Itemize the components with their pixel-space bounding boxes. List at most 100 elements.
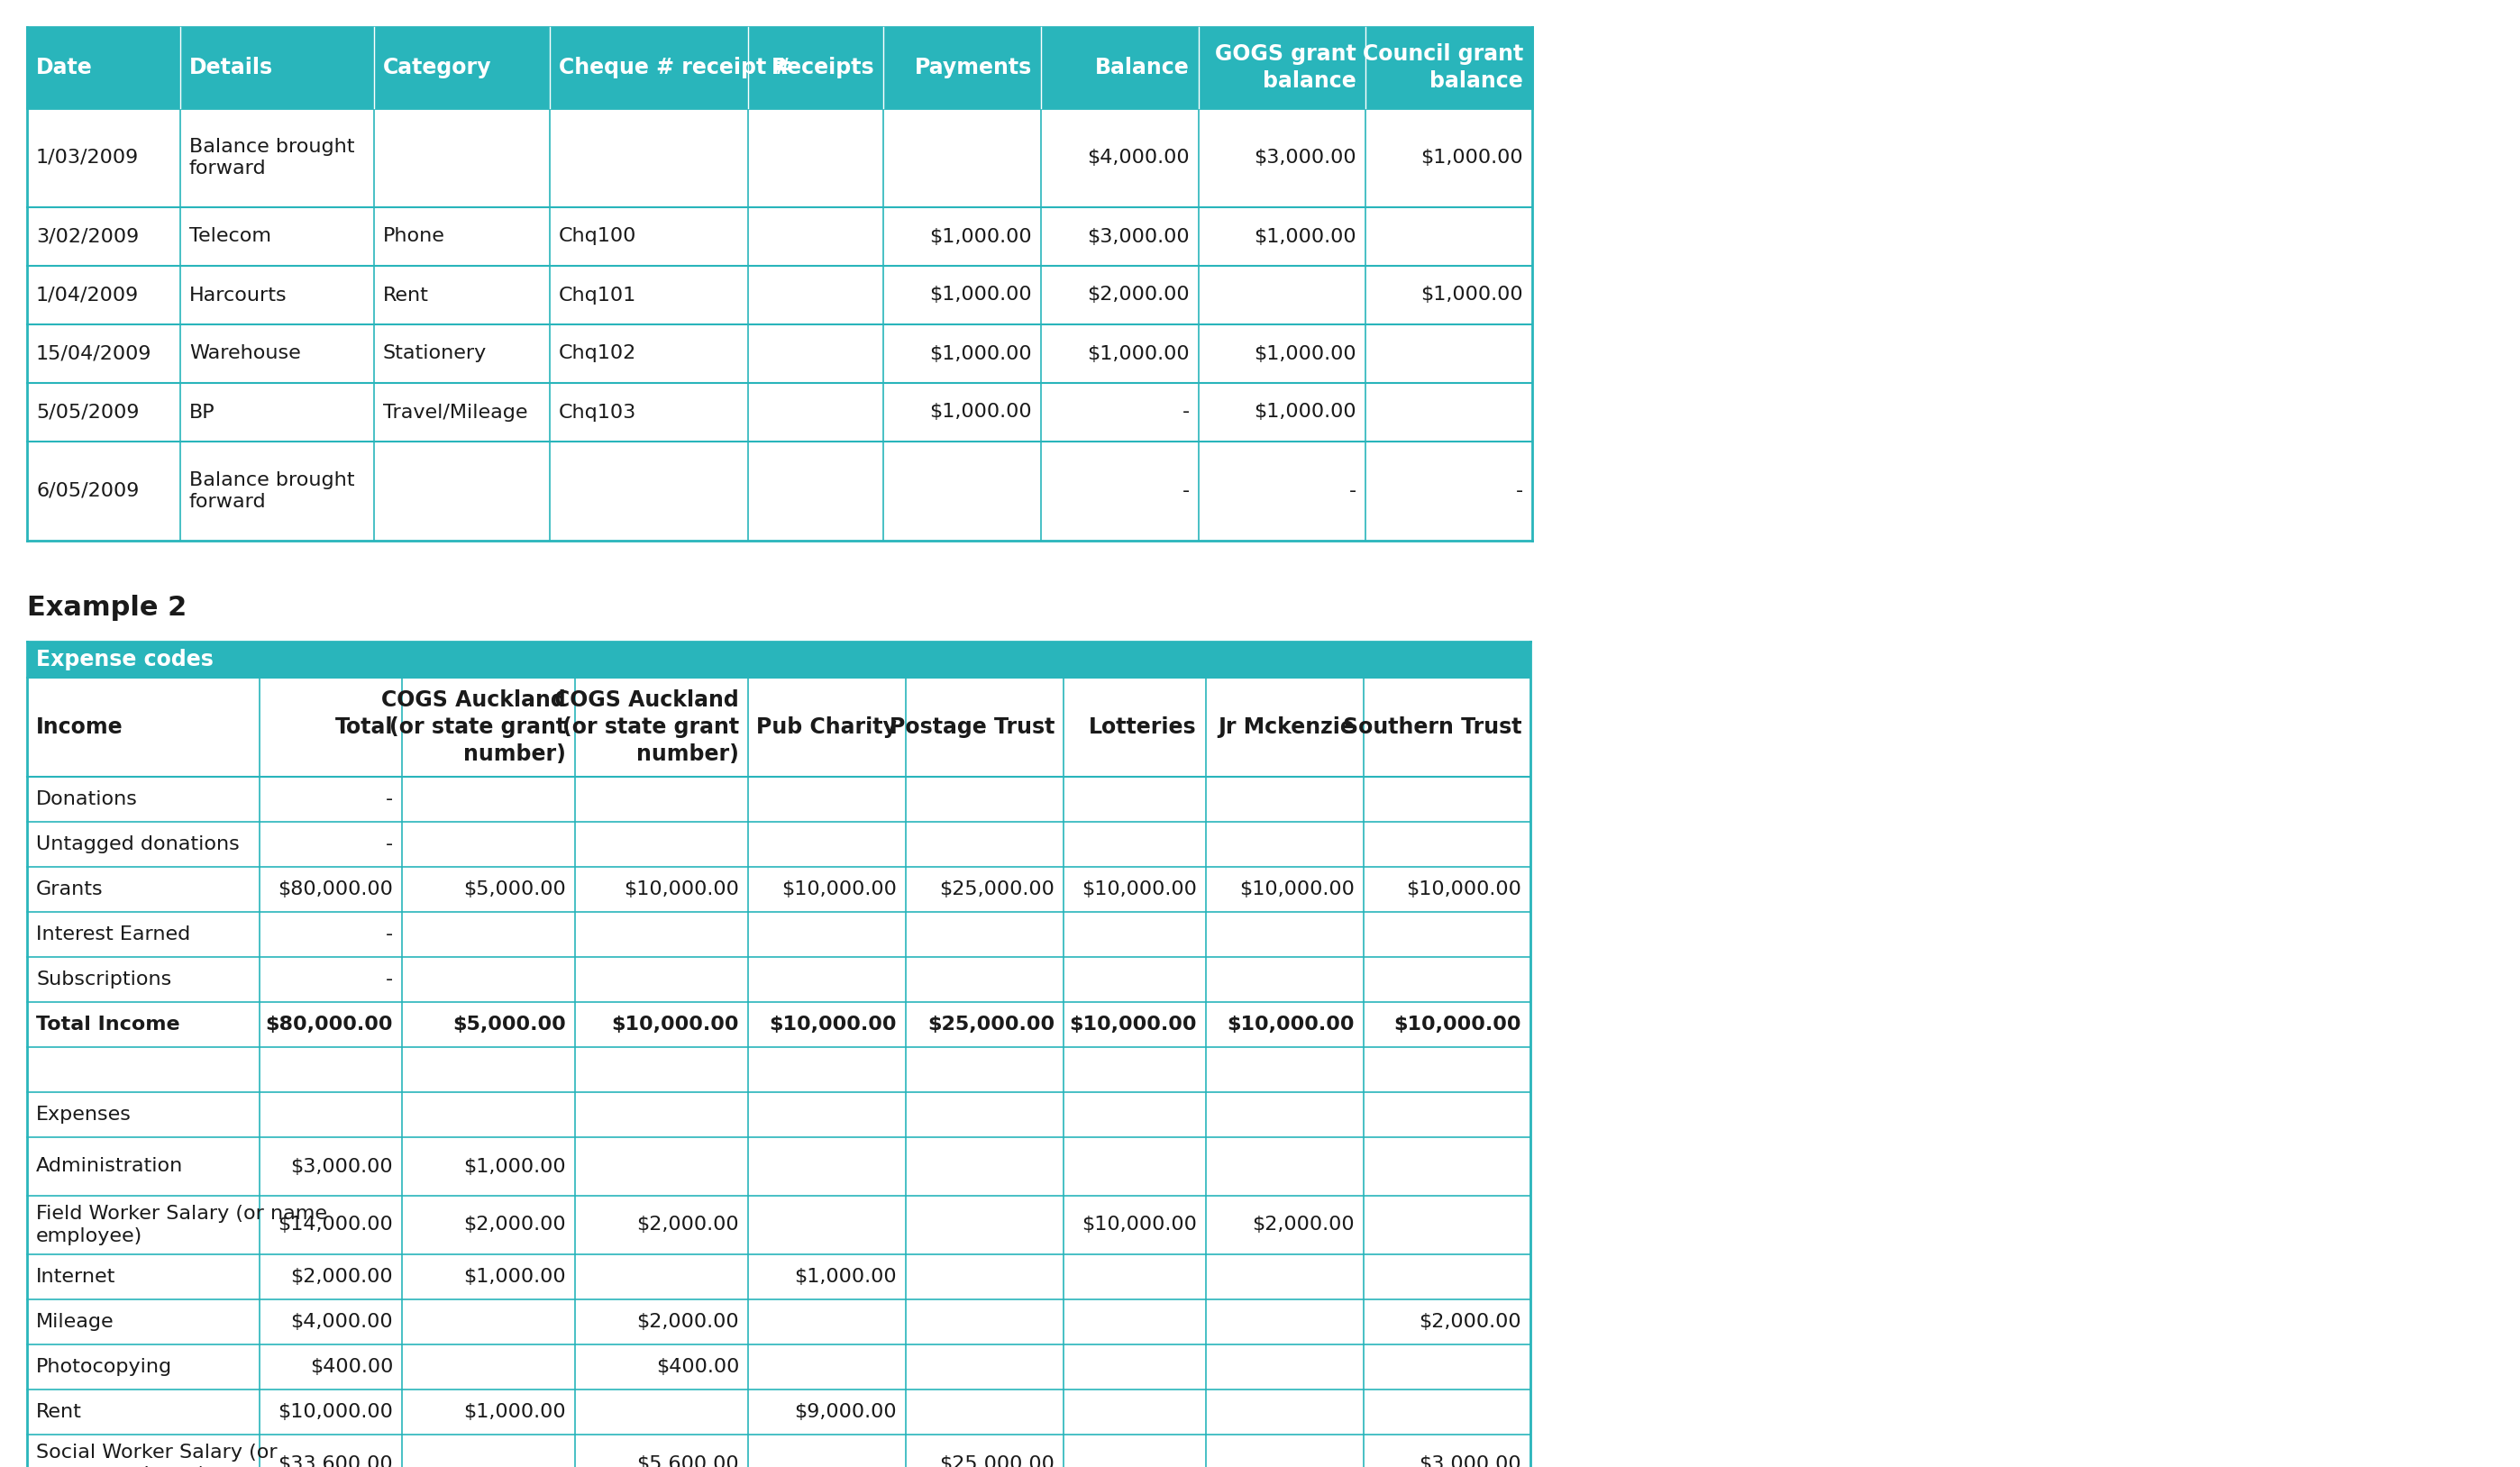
Bar (28, 867, 1530, 912)
Text: $10,000.00: $10,000.00 (1081, 880, 1197, 898)
Bar (28, 442, 1532, 541)
Text: $1,000.00: $1,000.00 (464, 1267, 567, 1287)
Text: 6/05/2009: 6/05/2009 (35, 483, 139, 500)
Text: $5,000.00: $5,000.00 (454, 1015, 567, 1034)
Text: $1,000.00: $1,000.00 (1255, 403, 1356, 421)
Text: $400.00: $400.00 (310, 1358, 393, 1376)
Text: $10,000.00: $10,000.00 (1081, 1216, 1197, 1234)
Text: $1,000.00: $1,000.00 (1421, 148, 1522, 167)
Text: $10,000.00: $10,000.00 (781, 880, 897, 898)
Text: COGS Auckland
(or state grant
number): COGS Auckland (or state grant number) (554, 689, 738, 764)
Text: $10,000.00: $10,000.00 (625, 880, 738, 898)
Text: Example 2: Example 2 (28, 594, 186, 621)
Text: $1,000.00: $1,000.00 (1255, 227, 1356, 245)
Text: Balance: Balance (1096, 57, 1189, 78)
Bar (28, 1047, 1530, 1091)
Text: $25,000.00: $25,000.00 (927, 1015, 1053, 1034)
Text: -: - (386, 971, 393, 989)
Bar (28, 1091, 1530, 1137)
Text: $14,000.00: $14,000.00 (277, 1216, 393, 1234)
Bar (28, 1196, 1530, 1254)
Text: $2,000.00: $2,000.00 (638, 1216, 738, 1234)
Bar (28, 383, 1532, 442)
Text: $1,000.00: $1,000.00 (794, 1267, 897, 1287)
Text: $10,000.00: $10,000.00 (1240, 880, 1356, 898)
Text: $5,600.00: $5,600.00 (638, 1455, 738, 1467)
Text: Jr Mckenzie: Jr Mckenzie (1217, 716, 1356, 738)
Text: Donations: Donations (35, 791, 139, 808)
Text: Chq103: Chq103 (559, 403, 638, 421)
Text: $10,000.00: $10,000.00 (1406, 880, 1522, 898)
Text: $1,000.00: $1,000.00 (464, 1402, 567, 1422)
Text: Balance brought
forward: Balance brought forward (189, 471, 355, 512)
Text: Payments: Payments (915, 57, 1033, 78)
Text: Telecom: Telecom (189, 227, 272, 245)
Bar (28, 266, 1532, 324)
Text: Harcourts: Harcourts (189, 286, 287, 304)
Text: COGS Auckland
(or state grant
number): COGS Auckland (or state grant number) (381, 689, 567, 764)
Text: Pub Charity: Pub Charity (756, 716, 897, 738)
Text: Expenses: Expenses (35, 1106, 131, 1124)
Text: Cheque # receipt #: Cheque # receipt # (559, 57, 791, 78)
Text: Category: Category (383, 57, 491, 78)
Text: 3/02/2009: 3/02/2009 (35, 227, 139, 245)
Text: $2,000.00: $2,000.00 (1252, 1216, 1356, 1234)
Text: $1,000.00: $1,000.00 (930, 403, 1033, 421)
Text: 5/05/2009: 5/05/2009 (35, 403, 139, 421)
Text: -: - (1348, 483, 1356, 500)
Text: $2,000.00: $2,000.00 (1086, 286, 1189, 304)
Text: Mileage: Mileage (35, 1313, 113, 1331)
Text: $10,000.00: $10,000.00 (1394, 1015, 1522, 1034)
Text: GOGS grant
balance: GOGS grant balance (1215, 44, 1356, 92)
Bar (28, 207, 1532, 266)
Text: $10,000.00: $10,000.00 (277, 1402, 393, 1422)
Bar (28, 1254, 1530, 1300)
Text: $3,000.00: $3,000.00 (1255, 148, 1356, 167)
Text: -: - (1182, 403, 1189, 421)
Text: Balance brought
forward: Balance brought forward (189, 138, 355, 178)
Bar (28, 1344, 1530, 1389)
Text: -: - (1517, 483, 1522, 500)
Text: Details: Details (189, 57, 272, 78)
Text: Stationery: Stationery (383, 345, 486, 362)
Text: Internet: Internet (35, 1267, 116, 1287)
Text: $1,000.00: $1,000.00 (464, 1157, 567, 1175)
Text: Chq100: Chq100 (559, 227, 638, 245)
Bar (28, 1137, 1530, 1196)
Text: Untagged donations: Untagged donations (35, 835, 239, 854)
Text: $3,000.00: $3,000.00 (1086, 227, 1189, 245)
Text: Administration: Administration (35, 1157, 184, 1175)
Text: $1,000.00: $1,000.00 (1086, 345, 1189, 362)
Text: Chq101: Chq101 (559, 286, 638, 304)
Text: Council grant
balance: Council grant balance (1363, 44, 1522, 92)
Text: Field Worker Salary (or name
employee): Field Worker Salary (or name employee) (35, 1204, 328, 1245)
Bar (28, 109, 1532, 207)
Text: 1/03/2009: 1/03/2009 (35, 148, 139, 167)
Text: -: - (386, 791, 393, 808)
Text: $4,000.00: $4,000.00 (1086, 148, 1189, 167)
Bar (28, 1002, 1530, 1047)
Text: -: - (386, 835, 393, 854)
Text: Photocopying: Photocopying (35, 1358, 171, 1376)
Bar (28, 641, 1530, 678)
Bar (28, 324, 1532, 383)
Text: $400.00: $400.00 (655, 1358, 738, 1376)
Bar (28, 1300, 1530, 1344)
Text: Interest Earned: Interest Earned (35, 926, 192, 943)
Bar (28, 1435, 1530, 1467)
Text: Travel/Mileage: Travel/Mileage (383, 403, 527, 421)
Text: Receipts: Receipts (771, 57, 874, 78)
Text: $10,000.00: $10,000.00 (769, 1015, 897, 1034)
Bar (28, 26, 1532, 109)
Text: $2,000.00: $2,000.00 (290, 1267, 393, 1287)
Text: $2,000.00: $2,000.00 (638, 1313, 738, 1331)
Text: Social Worker Salary (or
name employee): Social Worker Salary (or name employee) (35, 1444, 277, 1467)
Text: Rent: Rent (383, 286, 428, 304)
Bar (28, 956, 1530, 1002)
Text: $10,000.00: $10,000.00 (1227, 1015, 1356, 1034)
Text: $25,000.00: $25,000.00 (940, 1455, 1053, 1467)
Text: $33,600.00: $33,600.00 (277, 1455, 393, 1467)
Text: Total: Total (335, 716, 393, 738)
Text: $1,000.00: $1,000.00 (930, 345, 1033, 362)
Text: $25,000.00: $25,000.00 (940, 880, 1053, 898)
